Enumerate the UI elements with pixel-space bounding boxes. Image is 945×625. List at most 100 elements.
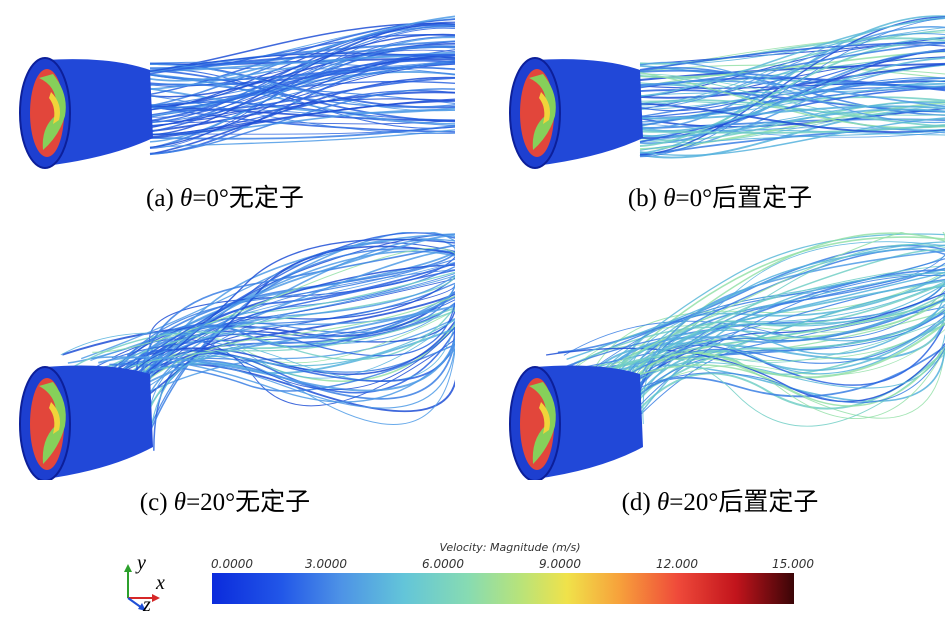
streamline <box>149 109 455 127</box>
streamline <box>631 241 945 372</box>
streamline <box>563 290 945 356</box>
streamline <box>149 23 455 136</box>
propeller-blades <box>39 74 66 150</box>
streamline <box>149 88 455 156</box>
streamline <box>149 77 455 112</box>
streamline <box>566 244 945 360</box>
propeller-blades <box>39 382 66 464</box>
colorbar-tick: 15.000 <box>772 557 814 571</box>
streamline <box>639 107 945 128</box>
streamline <box>639 80 945 108</box>
axis-triad-svg <box>124 564 160 611</box>
streamline <box>137 244 455 411</box>
colorbar-tick: 12.000 <box>656 557 698 571</box>
caption-b: (b) θ=0°后置定子 <box>627 185 813 212</box>
streamline <box>639 63 945 99</box>
streamline <box>614 306 945 442</box>
streamline <box>639 36 945 106</box>
colorbar-tick: 3.0000 <box>305 557 347 571</box>
streamline <box>149 129 455 148</box>
streamline <box>60 321 455 382</box>
streamline <box>98 339 455 392</box>
streamline <box>149 59 455 122</box>
duct-body <box>45 59 153 166</box>
streamline <box>639 85 945 97</box>
streamline <box>631 274 945 415</box>
streamline <box>639 80 945 89</box>
panel-c-streamlines <box>15 232 455 480</box>
streamline <box>639 80 945 119</box>
streamline <box>639 102 945 134</box>
streamline <box>80 310 455 388</box>
streamline <box>92 247 455 353</box>
streamline <box>146 238 455 373</box>
streamlines-d <box>544 232 945 453</box>
streamline <box>77 261 455 400</box>
streamline <box>62 291 455 356</box>
streamline <box>639 127 945 143</box>
streamline <box>149 60 455 124</box>
streamline <box>130 274 455 431</box>
panel-b-streamlines <box>505 8 945 173</box>
panel-d-svg <box>509 232 945 480</box>
streamline <box>124 273 455 448</box>
streamline <box>639 57 945 132</box>
duct-b <box>509 57 643 169</box>
duct-c <box>19 365 153 480</box>
streamline <box>639 41 945 71</box>
streamline <box>67 306 455 371</box>
streamline <box>613 273 945 382</box>
streamline <box>591 243 945 404</box>
duct-body <box>535 59 643 166</box>
streamline <box>639 26 945 129</box>
propeller-blades <box>529 382 556 464</box>
caption-c: (c) θ=20°无定子 <box>139 489 311 516</box>
streamline <box>639 123 945 138</box>
streamline <box>149 126 455 136</box>
streamline <box>137 286 455 424</box>
streamline <box>639 105 945 120</box>
streamline <box>149 95 455 135</box>
streamline <box>570 346 945 407</box>
streamline <box>571 233 945 399</box>
streamline <box>557 244 945 354</box>
streamline <box>149 27 455 149</box>
caption-d: (d) θ=20°后置定子 <box>621 489 819 516</box>
duct-body <box>45 365 153 479</box>
panel-d-streamlines <box>505 232 945 480</box>
streamline <box>639 32 945 108</box>
streamline <box>585 348 945 419</box>
streamline <box>639 77 945 127</box>
streamline <box>82 277 455 400</box>
duct-d <box>509 365 643 480</box>
streamline <box>545 343 945 403</box>
streamline <box>94 245 455 436</box>
panel-c-svg <box>19 232 455 480</box>
streamlines-b <box>639 15 945 159</box>
streamline <box>623 248 945 391</box>
duct-a <box>19 57 153 169</box>
streamline <box>611 315 945 409</box>
axis-triad <box>118 556 178 620</box>
colorbar-tick: 0.0000 <box>211 557 253 571</box>
panel-a-svg <box>19 15 455 169</box>
streamline <box>149 64 455 112</box>
streamline <box>613 271 945 453</box>
streamline <box>639 61 945 124</box>
streamline <box>639 124 945 134</box>
streamline <box>149 98 455 138</box>
duct-body <box>535 365 643 479</box>
streamline <box>149 53 455 133</box>
streamlines-a <box>149 15 455 156</box>
colorbar-gradient <box>212 573 794 604</box>
streamline <box>639 15 945 155</box>
streamline <box>632 322 945 450</box>
streamline <box>142 291 455 379</box>
streamline <box>639 117 945 157</box>
streamline <box>639 16 945 104</box>
colorbar-tick: 9.0000 <box>539 557 581 571</box>
streamline <box>149 56 455 149</box>
streamline <box>149 45 455 109</box>
panel-b-svg <box>509 15 945 169</box>
caption-a: (a) θ=0°无定子 <box>146 185 304 212</box>
